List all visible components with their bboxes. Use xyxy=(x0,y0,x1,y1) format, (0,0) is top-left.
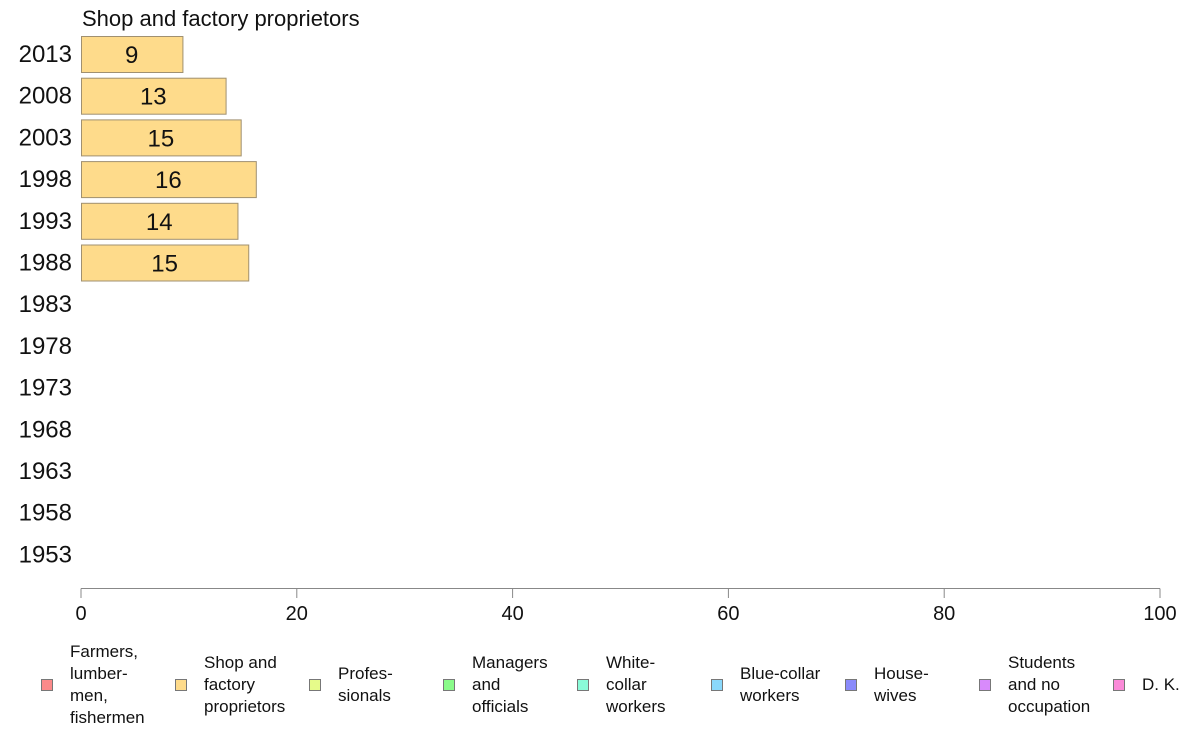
legend-label: Shop and factory proprietors xyxy=(204,653,286,716)
year-label: 1983 xyxy=(19,291,72,318)
bar-value-label: 15 xyxy=(151,251,178,278)
x-tick-label: 80 xyxy=(933,603,955,625)
legend-swatch xyxy=(979,679,991,691)
year-label: 1958 xyxy=(19,500,72,527)
legend-item: D. K. xyxy=(1113,645,1180,725)
year-label: 1988 xyxy=(19,250,72,277)
chart: Shop and factory proprietors 913 15 16 14 15… xyxy=(19,6,1177,625)
legend-swatch xyxy=(443,679,455,691)
legend-label: Blue-collar workers xyxy=(740,664,821,705)
bars-group xyxy=(81,36,257,282)
x-tick-label: 60 xyxy=(717,603,739,625)
legend-swatch xyxy=(41,679,53,691)
year-label: 2003 xyxy=(19,124,72,151)
year-label: 1953 xyxy=(19,541,72,568)
legend-label: Profes- sionals xyxy=(338,664,393,705)
legend-label: Farmers, lumber- men, fishermen xyxy=(70,642,145,727)
year-label: 1973 xyxy=(19,375,72,402)
year-label: 2013 xyxy=(19,41,72,68)
legend: Farmers, lumber- men, fishermen Shop and … xyxy=(0,642,1188,736)
year-label: 1963 xyxy=(19,458,72,485)
bar xyxy=(81,202,239,240)
legend-label: White- collar workers xyxy=(606,653,666,716)
legend-item: White- collar workers xyxy=(577,645,666,725)
bar-value-label: 16 xyxy=(155,167,182,194)
legend-swatch xyxy=(309,679,321,691)
legend-label: D. K. xyxy=(1142,675,1180,694)
x-tick-label: 100 xyxy=(1143,603,1176,625)
legend-swatch xyxy=(175,679,187,691)
legend-label: House- wives xyxy=(874,664,929,705)
year-label: 1968 xyxy=(19,416,72,443)
value-labels-group: 913 15 16 14 15 xyxy=(125,42,182,278)
year-label: 2008 xyxy=(19,83,72,110)
legend-swatch xyxy=(577,679,589,691)
x-tick-label: 20 xyxy=(286,603,308,625)
legend-label: Students and no occupation xyxy=(1008,653,1091,716)
bar-value-label: 15 xyxy=(147,125,174,152)
legend-item: Shop and factory proprietors xyxy=(175,645,285,725)
year-label: 1978 xyxy=(19,333,72,360)
bar xyxy=(81,161,257,199)
x-ticks-group: 0 20 40 60 80 100 xyxy=(75,588,1177,625)
legend-item: Students and no occupation xyxy=(979,645,1090,725)
year-label: 1993 xyxy=(19,208,72,235)
chart-title: Shop and factory proprietors xyxy=(82,6,360,31)
year-label: 1998 xyxy=(19,166,72,193)
x-tick-label: 0 xyxy=(75,603,86,625)
bar xyxy=(81,119,242,157)
legend-item: Managers and officials xyxy=(443,645,548,725)
legend-label: Managers and officials xyxy=(472,653,548,716)
bar-value-label: 13 xyxy=(140,84,167,111)
legend-swatch xyxy=(1113,679,1125,691)
legend-item: Blue-collar workers xyxy=(711,645,820,725)
bar xyxy=(81,244,250,282)
bar xyxy=(81,77,227,115)
legend-item: Farmers, lumber- men, fishermen xyxy=(41,642,145,727)
year-labels-group: 2013 2008 2003 1998 1993 1988 1983 1978 1973 1968… xyxy=(19,41,72,568)
legend-swatch xyxy=(711,679,723,691)
legend-swatch xyxy=(845,679,857,691)
bar-value-label: 9 xyxy=(125,42,138,69)
legend-item: House- wives xyxy=(845,645,929,725)
x-tick-label: 40 xyxy=(501,603,523,625)
bar-value-label: 14 xyxy=(146,209,173,236)
legend-item: Profes- sionals xyxy=(309,645,393,725)
bar xyxy=(81,36,184,73)
